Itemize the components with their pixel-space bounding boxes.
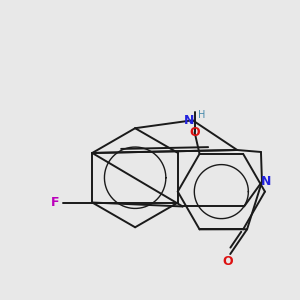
- Text: O: O: [222, 256, 232, 268]
- Text: O: O: [189, 126, 200, 139]
- Text: F: F: [51, 196, 59, 209]
- Text: N: N: [261, 175, 271, 188]
- Text: H: H: [198, 110, 205, 120]
- Text: N: N: [184, 114, 194, 127]
